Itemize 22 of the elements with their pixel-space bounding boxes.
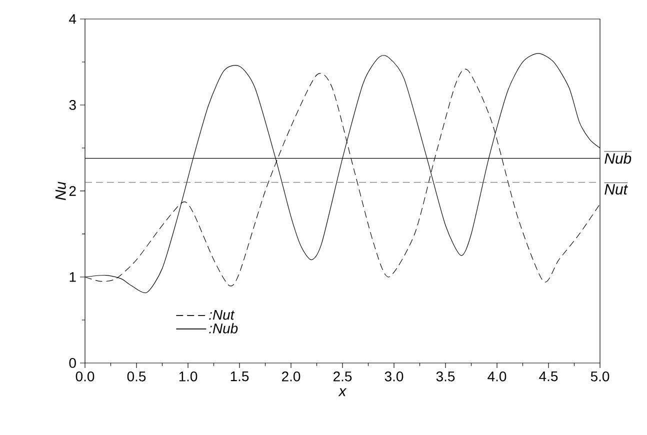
x-tick-label: 2.5 [334, 371, 352, 382]
x-tick-label: 2.0 [282, 371, 300, 382]
legend-label: :Nub [209, 323, 238, 334]
x-axis-title: x [338, 388, 347, 396]
y-tick-label: 3 [69, 100, 76, 110]
y-tick-label: 4 [69, 14, 76, 24]
x-tick-label: 3.5 [436, 371, 455, 382]
x-tick-label: 1.5 [230, 372, 249, 382]
x-tick-label: 4.0 [488, 371, 506, 382]
x-tick-label: 3.0 [384, 371, 404, 382]
x-tick-label: 5.0 [590, 371, 610, 382]
x-tick-label: 1.0 [179, 371, 198, 382]
x-tick-label: 0.0 [76, 371, 94, 382]
y-tick-label: 1 [70, 272, 76, 282]
ref-line-label: Nut [604, 184, 628, 195]
legend-label: :Nut [209, 310, 235, 320]
ref-line-label: Nub [604, 152, 632, 164]
y-tick-label: 2 [69, 186, 76, 196]
x-tick-label: 4.5 [539, 372, 558, 382]
y-tick-label: 0 [69, 358, 76, 368]
x-tick-label: 0.5 [127, 371, 146, 382]
y-axis-title: Nu [55, 182, 66, 200]
